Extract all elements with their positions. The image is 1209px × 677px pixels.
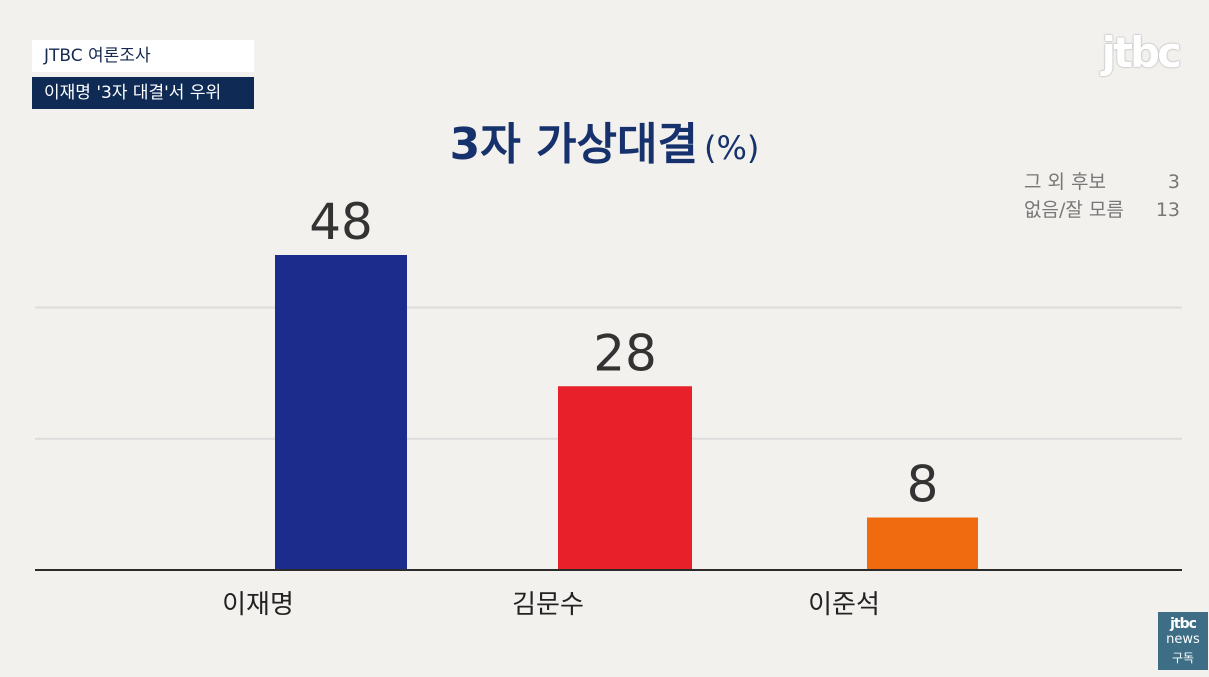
poll-source-tag: JTBC 여론조사 — [32, 40, 254, 72]
category-label-2: 김문수 — [512, 590, 584, 620]
jtbc-logo: jtbc — [1101, 28, 1182, 77]
no-answer-row: 없음/잘 모름 13 — [1024, 196, 1180, 224]
bar-value-label-1: 48 — [309, 193, 373, 251]
no-answer-value: 13 — [1155, 199, 1180, 221]
subscribe-brand: jtbc — [1170, 616, 1197, 632]
subscribe-button[interactable]: jtbc news 구독 — [1158, 612, 1208, 670]
headline-tag: 이재명 '3자 대결'서 우위 — [32, 77, 254, 109]
category-label-1: 이재명 — [222, 590, 294, 620]
chart-unit: (%) — [703, 129, 760, 167]
chart-title-text: 3자 가상대결 — [449, 119, 698, 170]
category-label-3: 이준석 — [808, 590, 880, 620]
other-responses: 그 외 후보 3 없음/잘 모름 13 — [1024, 168, 1180, 224]
other-candidates-row: 그 외 후보 3 — [1024, 168, 1180, 196]
chart-title: 3자 가상대결 (%) — [0, 108, 1209, 172]
bar-value-label-3: 8 — [907, 456, 939, 514]
other-candidates-value: 3 — [1167, 171, 1180, 193]
subscribe-action: 구독 — [1171, 651, 1195, 665]
bar-3 — [867, 517, 978, 570]
bar-value-label-2: 28 — [593, 324, 657, 382]
no-answer-label: 없음/잘 모름 — [1024, 199, 1124, 221]
other-candidates-label: 그 외 후보 — [1024, 171, 1106, 193]
subscribe-service: news — [1166, 632, 1200, 647]
bar-2 — [558, 386, 692, 570]
bar-1 — [275, 255, 407, 570]
